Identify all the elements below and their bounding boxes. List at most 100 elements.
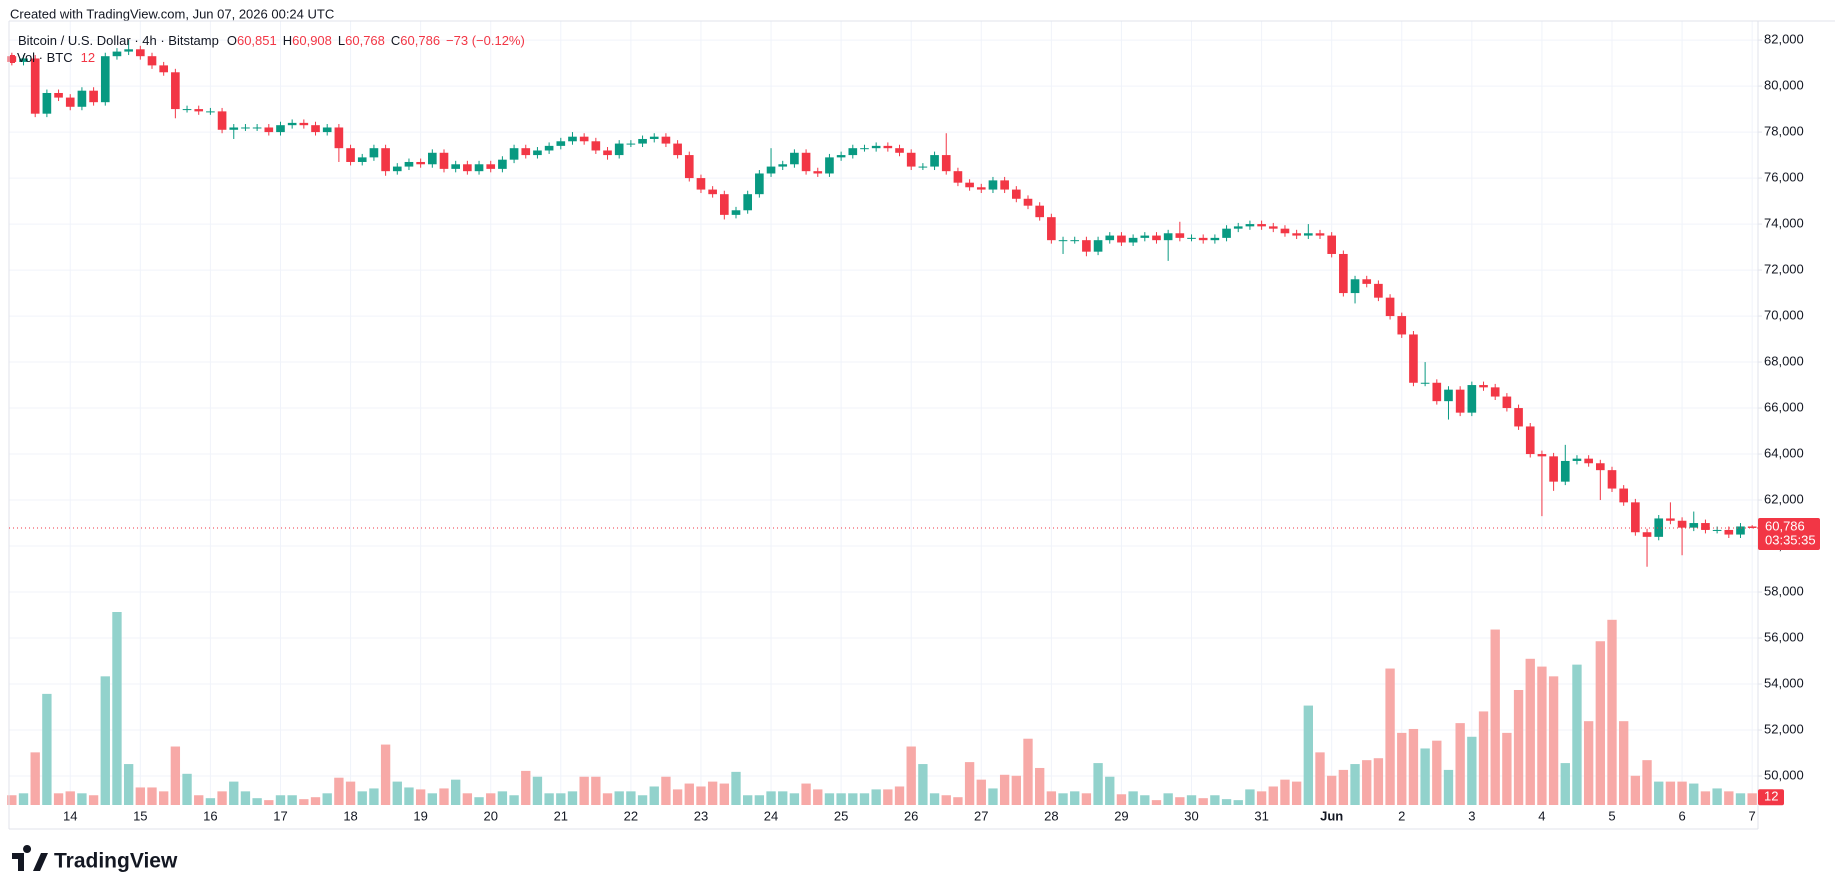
- volume-bar: [579, 776, 589, 805]
- volume-bar: [1700, 791, 1711, 805]
- candle-body: [463, 164, 472, 172]
- candle-body: [684, 155, 694, 179]
- candle-body: [100, 56, 110, 103]
- candle-body: [614, 143, 624, 156]
- caption: Created with TradingView.com, Jun 07, 20…: [10, 6, 334, 21]
- y-tick-label: 72,000: [1764, 262, 1804, 277]
- volume-bar: [766, 791, 776, 805]
- volume-bar: [182, 773, 192, 805]
- candle-body: [474, 164, 484, 172]
- volume-bar: [77, 793, 87, 805]
- volume-bar: [287, 795, 297, 805]
- volume-bar: [357, 791, 367, 805]
- volume-bar: [929, 793, 940, 805]
- candle-body: [906, 152, 916, 167]
- volume-bar: [509, 795, 519, 805]
- volume-bar: [941, 795, 951, 805]
- volume-bar: [836, 793, 846, 805]
- candle-body: [1560, 460, 1570, 482]
- candle-body: [334, 127, 344, 149]
- x-tick-label: 31: [1254, 808, 1268, 823]
- candle-body: [976, 187, 986, 190]
- volume-bar: [1245, 789, 1255, 805]
- candle-body: [790, 152, 799, 165]
- candle-body: [568, 136, 577, 142]
- x-tick-label: 27: [974, 808, 988, 823]
- volume-bar: [1583, 721, 1594, 805]
- candle-body: [509, 148, 519, 160]
- volume-bar: [1642, 760, 1652, 805]
- x-tick-label: 26: [904, 808, 918, 823]
- volume-bar: [684, 783, 694, 805]
- volume-bar: [1548, 676, 1559, 805]
- y-tick-label: 64,000: [1764, 445, 1804, 460]
- volume-bar: [801, 783, 811, 805]
- ohlc-key: O: [227, 33, 237, 48]
- symbol-title: Bitcoin / U.S. Dollar · 4h · Bitstamp: [18, 33, 219, 48]
- volume-bar: [462, 793, 473, 805]
- candle-body: [1117, 235, 1126, 243]
- volume-bar: [380, 744, 391, 805]
- x-tick-label: 3: [1468, 808, 1475, 823]
- candle-body: [1479, 385, 1488, 388]
- candle-body: [1023, 198, 1033, 206]
- volume-bar: [591, 776, 601, 805]
- candle-body: [1677, 520, 1687, 528]
- candle-body: [1350, 279, 1360, 294]
- volume-bar: [871, 789, 881, 805]
- candle-body: [206, 111, 215, 113]
- candle-body: [1666, 518, 1675, 521]
- volume-bar: [170, 746, 181, 805]
- candle-body: [392, 166, 402, 172]
- candle-body: [731, 210, 741, 215]
- candle-body: [1444, 389, 1453, 402]
- volume-bar: [1163, 793, 1173, 805]
- candle-body: [1210, 237, 1220, 241]
- x-tick-label: 22: [624, 808, 638, 823]
- candle-body: [521, 148, 531, 156]
- volume-bar: [229, 781, 239, 805]
- volume-bar: [369, 788, 379, 805]
- y-tick-label: 54,000: [1764, 675, 1804, 690]
- volume-bar: [427, 793, 437, 805]
- y-tick-label: 52,000: [1764, 721, 1804, 736]
- candle-body: [229, 127, 239, 130]
- candle-body: [486, 164, 496, 169]
- volume-bar: [637, 795, 648, 805]
- candle-body: [89, 90, 98, 103]
- volume-bar: [392, 781, 402, 805]
- candle-body: [299, 122, 309, 126]
- volume-bar: [707, 781, 718, 805]
- candle-body: [65, 97, 75, 107]
- volume-bar: [18, 793, 29, 805]
- volume-bar: [1443, 769, 1454, 805]
- ohlc-value: 60,908: [292, 33, 332, 48]
- volume-bar: [334, 777, 344, 805]
- volume-bar: [661, 776, 671, 805]
- volume-bar: [1233, 800, 1243, 805]
- volume-bar: [1268, 786, 1278, 805]
- candle-body: [988, 180, 998, 190]
- volume-bar: [1595, 641, 1605, 805]
- volume-bar: [696, 786, 706, 805]
- volume-bar: [1654, 781, 1664, 805]
- x-tick-label: Jun: [1320, 808, 1343, 823]
- volume-bar: [53, 793, 64, 805]
- volume-bar: [1303, 705, 1313, 805]
- volume-bar: [1432, 740, 1442, 805]
- candle-body: [1701, 523, 1710, 530]
- candle-body: [626, 143, 636, 145]
- y-tick-label: 66,000: [1764, 399, 1804, 414]
- candle-body: [124, 49, 133, 52]
- y-tick-label: 56,000: [1764, 629, 1804, 644]
- candle-body: [1257, 224, 1266, 227]
- volume-bar: [999, 774, 1010, 805]
- y-tick-label: 62,000: [1764, 491, 1804, 506]
- candle-body: [1303, 233, 1313, 236]
- candle-body: [1689, 523, 1699, 528]
- candle-body: [1642, 532, 1652, 537]
- candle-body: [1490, 387, 1500, 397]
- candle-body: [194, 109, 204, 112]
